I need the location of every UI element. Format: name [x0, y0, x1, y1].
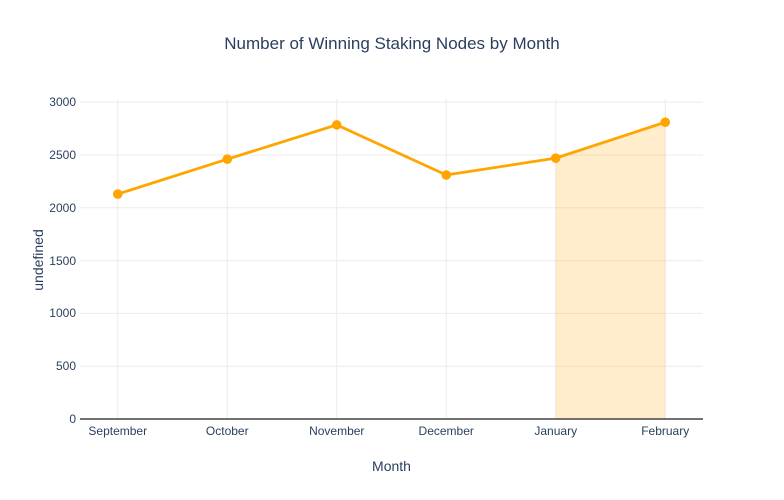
y-tick-label: 1500: [49, 253, 76, 268]
x-tick-label: February: [641, 424, 690, 438]
data-line: [116, 120, 667, 196]
y-tick-label: 2000: [49, 200, 76, 215]
x-tick-label: November: [309, 424, 365, 438]
highlight-region: [555, 122, 666, 420]
x-axis-title: Month: [372, 458, 411, 474]
x-tick-label: January: [534, 424, 578, 438]
data-markers: [112, 117, 671, 199]
y-tick-label: 3000: [49, 95, 76, 110]
x-tick-label: September: [88, 424, 148, 438]
y-tick-label: 0: [69, 412, 76, 426]
data-point-november[interactable]: [331, 120, 342, 130]
chart-title: Number of Winning Staking Nodes by Month: [224, 34, 560, 53]
data-point-october[interactable]: [222, 154, 233, 164]
data-point-january[interactable]: [550, 153, 561, 163]
data-point-february[interactable]: [660, 117, 671, 128]
vertical-gridlines: [117, 99, 666, 419]
y-tick-label: 1000: [49, 306, 76, 321]
y-tick-label: 2500: [49, 147, 76, 162]
x-tick-label: December: [418, 424, 474, 438]
y-tick-label: 500: [55, 359, 76, 374]
data-point-september[interactable]: [112, 189, 123, 199]
data-point-december[interactable]: [441, 170, 452, 180]
horizontal-gridlines: [80, 101, 703, 367]
x-tick-label: October: [205, 424, 249, 438]
